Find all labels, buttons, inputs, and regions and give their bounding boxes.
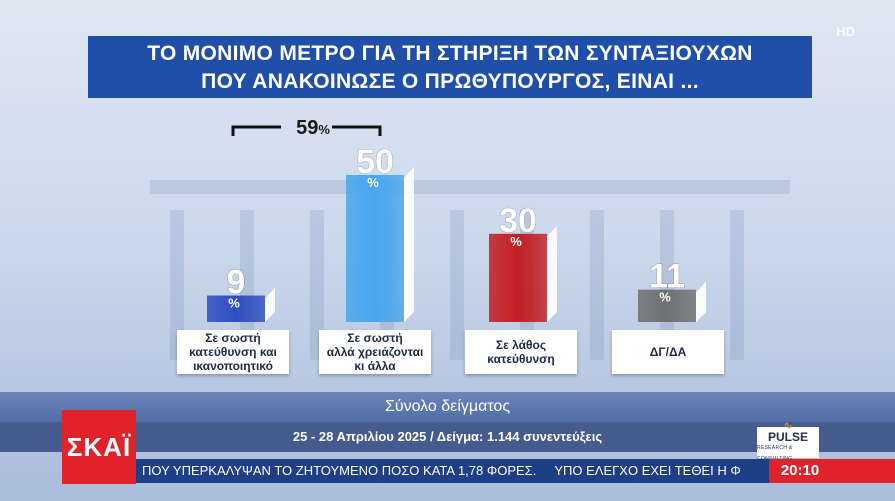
clock: 20:10 [769, 459, 831, 483]
chart-title-line-1: ΤΟ ΜΟΝΙΜΟ ΜΕΤΡΟ ΓΙΑ ΤΗ ΣΤΗΡΙΞΗ ΤΩΝ ΣΥΝΤΑ… [147, 42, 753, 65]
hd-badge: HD [836, 24, 855, 39]
category-label-3-line-1: Σε λάθος [495, 338, 547, 352]
category-label-3-line-2: κατεύθυνση [487, 352, 555, 366]
category-label-2: Σε σωστή αλλά χρειάζονται κι άλλα [319, 330, 431, 374]
chart-title-line-2: ΠΟΥ ΑΝΑΚΟΙΝΩΣΕ Ο ΠΡΩΘΥΠΟΥΡΓΟΣ, ΕΙΝΑΙ ... [201, 70, 699, 93]
bar-value-2: 50 [356, 143, 394, 181]
sample-band: Σύνολο δείγματος [0, 392, 895, 422]
news-ticker: ΠΟΥ ΥΠΕΡΚΑΛΥΨΑΝ ΤΟ ΖΗΤΟΥΜΕΝΟ ΠΟΣΟ ΚΑΤΑ 1… [136, 459, 769, 483]
bracket-unit: % [318, 122, 330, 137]
ticker-item-2: ΥΠΟ ΕΛΕΓΧΟ ΕΧΕΙ ΤΕΘΕΙ Η Φ [554, 463, 741, 478]
ticker-item-1: ΠΟΥ ΥΠΕΡΚΑΛΥΨΑΝ ΤΟ ΖΗΤΟΥΜΕΝΟ ΠΟΣΟ ΚΑΤΑ 1… [142, 463, 537, 478]
bracket-value: 59 [296, 117, 319, 139]
pollster-subtitle: RESEARCH & CONSULTING [757, 444, 793, 462]
category-label-2-line-3: κι άλλα [354, 359, 396, 373]
survey-info-band: 25 - 28 Απριλίου 2025 / Δείγμα: 1.144 συ… [0, 422, 895, 452]
sample-label: Σύνολο δείγματος [384, 398, 511, 415]
bracket-label: 59% [283, 117, 343, 140]
chart-title: ΤΟ ΜΟΝΙΜΟ ΜΕΤΡΟ ΓΙΑ ΤΗ ΣΤΗΡΙΞΗ ΤΩΝ ΣΥΝΤΑ… [88, 36, 812, 98]
category-label-3: Σε λάθος κατεύθυνση [465, 330, 577, 374]
category-label-2-line-2: αλλά χρειάζονται [326, 345, 424, 359]
survey-info: 25 - 28 Απριλίου 2025 / Δείγμα: 1.144 συ… [292, 429, 603, 444]
category-label-1: Σε σωστή κατεύθυνση και ικανοποιητικό [177, 330, 289, 374]
clock-extension [831, 459, 895, 483]
pulse-wave-icon: ∿ [783, 419, 793, 432]
channel-logo: ΣΚΑΪ [62, 410, 136, 484]
category-label-1-line-2: κατεύθυνση και [189, 345, 277, 359]
pollster-name: PULSE [767, 429, 808, 444]
category-label-2-line-1: Σε σωστή [347, 331, 403, 345]
category-label-1-line-3: ικανοποιητικό [193, 359, 273, 373]
pollster-logo: ∿ PULSE RESEARCH & CONSULTING [757, 420, 819, 462]
category-label-4-line-1: ΔΓ/ΔΑ [649, 345, 687, 359]
category-label-4: ΔΓ/ΔΑ [612, 330, 724, 374]
category-label-1-line-1: Σε σωστή [205, 331, 261, 345]
